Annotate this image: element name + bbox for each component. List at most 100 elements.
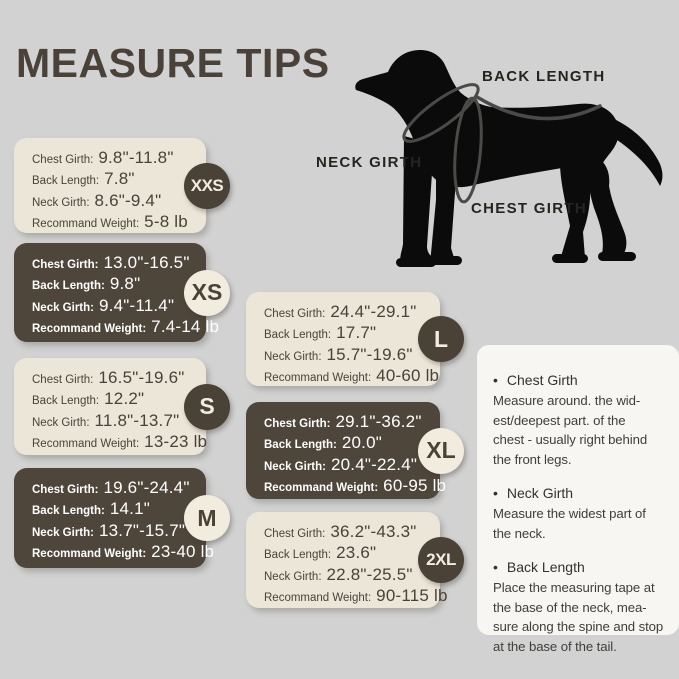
chest-girth-loop <box>453 96 483 204</box>
field-label: Recommand Weight: <box>32 438 140 451</box>
field-value: 60-95 lb <box>383 476 447 496</box>
field-value: 24.4"-29.1" <box>330 302 417 321</box>
field-value: 11.8"-13.7" <box>94 410 180 430</box>
field-value: 20.0" <box>341 433 382 453</box>
tip-heading-text: Chest Girth <box>506 372 578 388</box>
field-value: 8.6"-9.4" <box>94 190 162 210</box>
chest-girth-row: Chest Girth: 19.6"-24.4" <box>32 478 202 498</box>
field-label: Neck Girth: <box>32 301 94 314</box>
field-label: Recommand Weight: <box>264 372 372 385</box>
bullet-icon: • <box>493 559 498 576</box>
neck-girth-loop <box>402 83 480 143</box>
field-value: 17.7" <box>336 323 377 343</box>
dog-silhouette <box>355 50 663 267</box>
tip-heading: • Neck Girth <box>493 485 675 501</box>
chest-girth-row: Chest Girth: 29.1"-36.2" <box>264 412 436 432</box>
field-value: 20.4"-22.4" <box>331 454 418 474</box>
back-length-row: Back Length: 14.1" <box>32 499 202 519</box>
chest-girth-row: Chest Girth: 13.0"-16.5" <box>32 253 202 273</box>
field-label: Recommand Weight: <box>32 323 147 336</box>
size-card-xl: Chest Girth: 29.1"-36.2" Back Length: 20.0… <box>246 402 464 499</box>
field-label: Back Length: <box>264 439 337 452</box>
size-card-l: Chest Girth: 24.4"-29.1" Back Length: 17.7… <box>246 292 464 386</box>
dog-silhouette-diagram <box>355 50 663 267</box>
field-label: Chest Girth: <box>264 528 326 540</box>
field-value: 23-40 lb <box>151 542 215 562</box>
neck-girth-row: Neck Girth: 8.6"-9.4" <box>32 191 202 211</box>
field-label: Back Length: <box>32 395 100 408</box>
field-value: 29.1"-36.2" <box>335 412 422 431</box>
tip-heading-text: Back Length <box>506 559 585 576</box>
field-label: Recommand Weight: <box>32 548 147 561</box>
field-label: Recommand Weight: <box>264 482 379 495</box>
tip-heading-text: Neck Girth <box>506 485 574 502</box>
back-length-row: Back Length: 7.8" <box>32 169 202 189</box>
field-value: 14.1" <box>109 499 150 519</box>
field-value: 40-60 lb <box>376 366 440 386</box>
size-card-s: Chest Girth: 16.5"-19.6" Back Length: 12.2… <box>14 358 230 455</box>
size-badge-xxs: XXS <box>184 162 230 209</box>
size-badge-s: S <box>184 383 230 430</box>
back-length-row: Back Length: 20.0" <box>264 433 436 453</box>
neck-girth-row: Neck Girth: 22.8"-25.5" <box>264 565 436 585</box>
tip-heading: • Chest Girth <box>493 372 675 388</box>
field-label: Neck Girth: <box>264 570 322 583</box>
field-label: Neck Girth: <box>32 196 90 209</box>
chest-girth-row: Chest Girth: 16.5"-19.6" <box>32 368 202 388</box>
chest-girth-row: Chest Girth: 24.4"-29.1" <box>264 302 436 322</box>
tip-heading: • Back Length <box>493 559 675 575</box>
tip-chest-girth: • Chest Girth Measure around. the wid- es… <box>493 372 675 469</box>
neck-girth-row: Neck Girth: 20.4"-22.4" <box>264 455 436 475</box>
back-length-label: BACK LENGTH <box>482 68 606 85</box>
weight-row: Recommand Weight: 90-115 lb <box>264 586 447 606</box>
size-card-2xl: Chest Girth: 36.2"-43.3" Back Length: 23.6… <box>246 512 464 608</box>
field-value: 19.6"-24.4" <box>103 478 190 497</box>
field-label: Chest Girth: <box>264 418 331 430</box>
tips-panel: • Chest Girth Measure around. the wid- es… <box>477 345 679 654</box>
back-length-row: Back Length: 23.6" <box>264 543 436 563</box>
field-value: 12.2" <box>104 389 145 409</box>
field-value: 13.7"-15.7" <box>99 520 186 540</box>
weight-row: Recommand Weight: 5-8 lb <box>32 212 202 232</box>
field-value: 16.5"-19.6" <box>98 368 185 387</box>
field-value: 22.8"-25.5" <box>326 564 413 584</box>
tip-body-text: Measure around. the wid- est/deepest par… <box>493 393 648 467</box>
neck-girth-label: NECK GIRTH <box>316 154 423 171</box>
field-value: 13-23 lb <box>144 432 208 452</box>
field-label: Chest Girth: <box>32 484 99 496</box>
size-badge-2xl: 2XL <box>418 537 464 583</box>
size-card-xxs: Chest Girth: 9.8"-11.8" Back Length: 7.8" … <box>14 138 230 233</box>
size-badge-xl: XL <box>418 427 464 474</box>
field-label: Neck Girth: <box>264 350 322 363</box>
bullet-icon: • <box>493 485 498 502</box>
chest-girth-label: CHEST GIRTH <box>471 200 587 217</box>
bullet-icon: • <box>493 372 498 388</box>
field-label: Chest Girth: <box>264 308 326 320</box>
neck-girth-row: Neck Girth: 13.7"-15.7" <box>32 521 202 541</box>
tip-neck-girth: • Neck Girth Measure the widest part of t… <box>493 485 675 543</box>
field-value: 36.2"-43.3" <box>330 522 417 541</box>
size-card-m: Chest Girth: 19.6"-24.4" Back Length: 14.1… <box>14 468 230 568</box>
chest-girth-row: Chest Girth: 36.2"-43.3" <box>264 522 436 542</box>
size-badge-l: L <box>418 316 464 362</box>
chest-girth-row: Chest Girth: 9.8"-11.8" <box>32 148 202 168</box>
field-label: Chest Girth: <box>32 259 99 271</box>
size-badge-xs: XS <box>184 269 230 316</box>
size-badge-m: M <box>184 495 230 541</box>
field-value: 13.0"-16.5" <box>103 253 190 272</box>
weight-row: Recommand Weight: 23-40 lb <box>32 542 214 562</box>
field-label: Back Length: <box>264 329 332 342</box>
field-label: Chest Girth: <box>32 374 94 386</box>
weight-row: Recommand Weight: 13-23 lb <box>32 432 207 452</box>
field-label: Back Length: <box>264 549 332 562</box>
field-label: Neck Girth: <box>32 526 94 539</box>
weight-row: Recommand Weight: 7.4-14 lb <box>32 317 219 337</box>
field-label: Back Length: <box>32 280 105 293</box>
field-label: Recommand Weight: <box>32 218 140 231</box>
field-value: 90-115 lb <box>376 586 448 606</box>
tip-body-text: Place the measuring tape at the base of … <box>493 580 664 654</box>
back-length-row: Back Length: 9.8" <box>32 274 202 294</box>
size-card-xs: Chest Girth: 13.0"-16.5" Back Length: 9.8"… <box>14 243 230 342</box>
tip-back-length: • Back Length Place the measuring tape at… <box>493 559 675 656</box>
